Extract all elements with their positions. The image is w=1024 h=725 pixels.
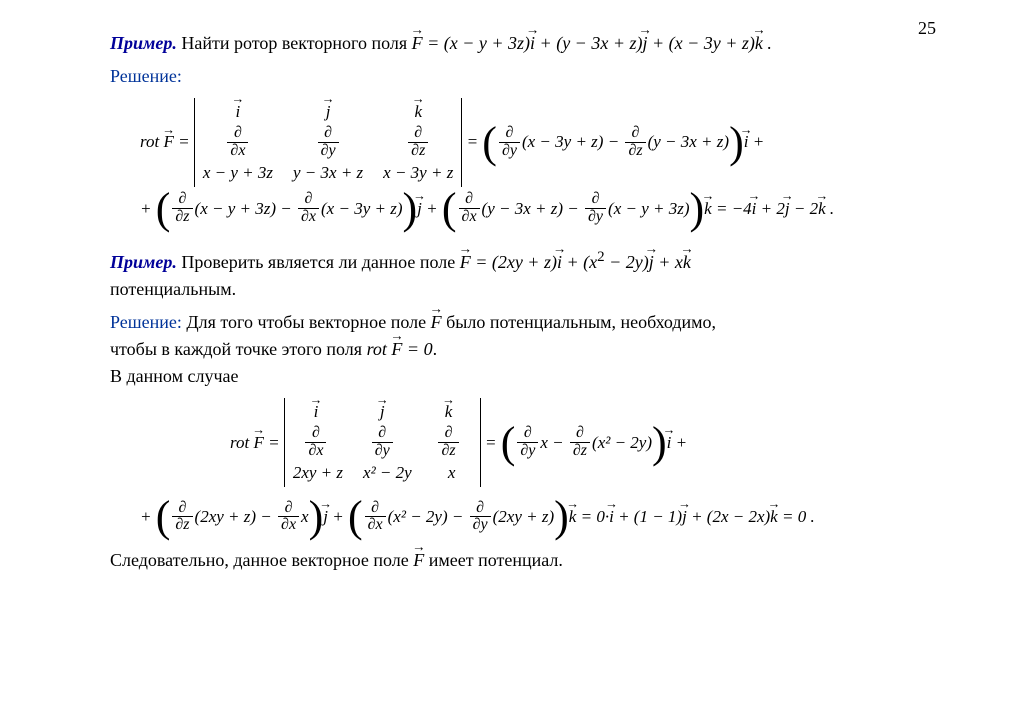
example1-prompt: Пример. Найти ротор векторного поля F = … bbox=[110, 30, 934, 57]
paren-term-2: ( ∂∂z (x − y + 3z) − ∂∂x (x − 3y + z) ) bbox=[156, 189, 417, 229]
paren-term-2-1: ( ∂∂y x − ∂∂z (x² − 2y) ) bbox=[501, 423, 667, 463]
paren-term-1: ( ∂∂y (x − 3y + z) − ∂∂z (y − 3x + z) ) bbox=[482, 123, 743, 163]
rot-label-2: rot F = bbox=[230, 432, 284, 454]
example2-label: Пример. bbox=[110, 252, 177, 272]
example2-result: k = 0·i + (1 − 1)j + (2x − 2x)k = 0 . bbox=[569, 506, 815, 528]
determinant-2: i j k ∂∂x ∂∂y ∂∂z 2xy + z x² − 2y x bbox=[284, 398, 481, 487]
example2-math: rot F = i j k ∂∂x ∂∂y ∂∂z 2xy + z bbox=[230, 398, 934, 487]
example2-solution: Решение: Для того чтобы векторное поле F… bbox=[110, 309, 934, 390]
determinant-1: i j k ∂∂x ∂∂y ∂∂z x − y + 3z y − 3x + z … bbox=[194, 98, 462, 187]
example1-label: Пример. bbox=[110, 33, 177, 53]
example1-math: rot F = i j k ∂∂x ∂∂y ∂∂z x − y + 3 bbox=[140, 98, 934, 228]
example2-math-line2: + ( ∂∂z (2xy + z) − ∂∂x x ) j + ( ∂∂x (x… bbox=[140, 497, 934, 537]
rot-label: rot F = bbox=[140, 131, 194, 153]
paren-term-3: ( ∂∂x (y − 3x + z) − ∂∂y (x − y + 3z) ) bbox=[442, 189, 704, 229]
paren-term-2-3: ( ∂∂x (x² − 2y) − ∂∂y (2xy + z) ) bbox=[348, 497, 569, 537]
example1-result: k = −4i + 2j − 2k . bbox=[704, 198, 834, 220]
page-number: 25 bbox=[918, 18, 936, 39]
example2-field: F = (2xy + z)i + (x2 − 2y)j + xk bbox=[460, 252, 691, 272]
example2-text2: потенциальным. bbox=[110, 279, 236, 299]
page-content: Пример. Найти ротор векторного поля F = … bbox=[0, 0, 1024, 610]
example1-solution-label: Решение: bbox=[110, 63, 934, 90]
example2-conclusion: Следовательно, данное векторное поле F и… bbox=[110, 547, 934, 574]
example2-text1: Проверить является ли данное поле bbox=[181, 252, 459, 272]
example1-text: Найти ротор векторного поля bbox=[181, 33, 411, 53]
example2-prompt: Пример. Проверить является ли данное пол… bbox=[110, 246, 934, 303]
paren-term-2-2: ( ∂∂z (2xy + z) − ∂∂x x ) bbox=[156, 497, 324, 537]
example1-field: F = (x − y + 3z)i + (y − 3x + z)j + (x −… bbox=[412, 33, 772, 53]
